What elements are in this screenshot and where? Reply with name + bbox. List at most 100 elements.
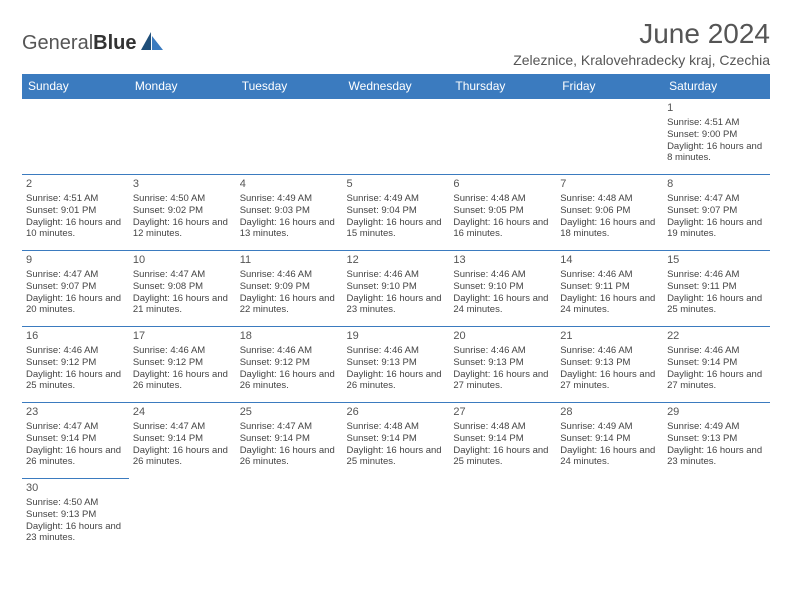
sunrise-line: Sunrise: 4:49 AM <box>560 421 659 433</box>
daylight-line: Daylight: 16 hours and 27 minutes. <box>667 369 766 393</box>
calendar-cell: 13Sunrise: 4:46 AMSunset: 9:10 PMDayligh… <box>449 251 556 327</box>
sunset-line: Sunset: 9:09 PM <box>240 281 339 293</box>
sunset-line: Sunset: 9:01 PM <box>26 205 125 217</box>
sunrise-line: Sunrise: 4:51 AM <box>26 193 125 205</box>
logo-text: GeneralBlue <box>22 32 137 55</box>
sunset-line: Sunset: 9:02 PM <box>133 205 232 217</box>
sunrise-line: Sunrise: 4:47 AM <box>133 269 232 281</box>
calendar-cell <box>343 479 450 555</box>
sunset-line: Sunset: 9:07 PM <box>667 205 766 217</box>
daylight-line: Daylight: 16 hours and 13 minutes. <box>240 217 339 241</box>
calendar-cell: 1Sunrise: 4:51 AMSunset: 9:00 PMDaylight… <box>663 99 770 175</box>
day-number: 27 <box>453 406 552 420</box>
sunrise-line: Sunrise: 4:46 AM <box>667 269 766 281</box>
day-number: 22 <box>667 330 766 344</box>
logo-part1: General <box>22 32 93 54</box>
daylight-line: Daylight: 16 hours and 19 minutes. <box>667 217 766 241</box>
day-number: 10 <box>133 254 232 268</box>
day-number: 17 <box>133 330 232 344</box>
sunrise-line: Sunrise: 4:47 AM <box>26 269 125 281</box>
calendar-cell: 11Sunrise: 4:46 AMSunset: 9:09 PMDayligh… <box>236 251 343 327</box>
sunset-line: Sunset: 9:14 PM <box>133 433 232 445</box>
calendar-cell <box>556 479 663 555</box>
sunset-line: Sunset: 9:12 PM <box>133 357 232 369</box>
day-number: 4 <box>240 178 339 192</box>
day-header: Sunday <box>22 74 129 99</box>
logo-part2: Blue <box>93 32 136 54</box>
day-number: 15 <box>667 254 766 268</box>
sunrise-line: Sunrise: 4:48 AM <box>347 421 446 433</box>
sunset-line: Sunset: 9:08 PM <box>133 281 232 293</box>
daylight-line: Daylight: 16 hours and 12 minutes. <box>133 217 232 241</box>
daylight-line: Daylight: 16 hours and 24 minutes. <box>560 293 659 317</box>
day-number: 29 <box>667 406 766 420</box>
sunset-line: Sunset: 9:14 PM <box>453 433 552 445</box>
calendar-cell: 5Sunrise: 4:49 AMSunset: 9:04 PMDaylight… <box>343 175 450 251</box>
calendar-cell: 10Sunrise: 4:47 AMSunset: 9:08 PMDayligh… <box>129 251 236 327</box>
day-number: 28 <box>560 406 659 420</box>
daylight-line: Daylight: 16 hours and 24 minutes. <box>453 293 552 317</box>
calendar-cell: 16Sunrise: 4:46 AMSunset: 9:12 PMDayligh… <box>22 327 129 403</box>
calendar-cell: 19Sunrise: 4:46 AMSunset: 9:13 PMDayligh… <box>343 327 450 403</box>
sunrise-line: Sunrise: 4:48 AM <box>560 193 659 205</box>
calendar-body: 1Sunrise: 4:51 AMSunset: 9:00 PMDaylight… <box>22 99 770 555</box>
calendar-cell: 24Sunrise: 4:47 AMSunset: 9:14 PMDayligh… <box>129 403 236 479</box>
daylight-line: Daylight: 16 hours and 26 minutes. <box>240 369 339 393</box>
daylight-line: Daylight: 16 hours and 21 minutes. <box>133 293 232 317</box>
sunset-line: Sunset: 9:11 PM <box>667 281 766 293</box>
calendar-cell: 15Sunrise: 4:46 AMSunset: 9:11 PMDayligh… <box>663 251 770 327</box>
daylight-line: Daylight: 16 hours and 26 minutes. <box>133 445 232 469</box>
calendar-cell: 9Sunrise: 4:47 AMSunset: 9:07 PMDaylight… <box>22 251 129 327</box>
sunrise-line: Sunrise: 4:49 AM <box>667 421 766 433</box>
sunrise-line: Sunrise: 4:46 AM <box>347 345 446 357</box>
sunrise-line: Sunrise: 4:46 AM <box>347 269 446 281</box>
sunrise-line: Sunrise: 4:48 AM <box>453 193 552 205</box>
sunrise-line: Sunrise: 4:49 AM <box>240 193 339 205</box>
day-number: 11 <box>240 254 339 268</box>
day-number: 9 <box>26 254 125 268</box>
sunset-line: Sunset: 9:13 PM <box>560 357 659 369</box>
calendar-cell: 30Sunrise: 4:50 AMSunset: 9:13 PMDayligh… <box>22 479 129 555</box>
sunrise-line: Sunrise: 4:47 AM <box>240 421 339 433</box>
day-number: 25 <box>240 406 339 420</box>
daylight-line: Daylight: 16 hours and 25 minutes. <box>26 369 125 393</box>
daylight-line: Daylight: 16 hours and 27 minutes. <box>560 369 659 393</box>
daylight-line: Daylight: 16 hours and 8 minutes. <box>667 141 766 165</box>
calendar-cell: 12Sunrise: 4:46 AMSunset: 9:10 PMDayligh… <box>343 251 450 327</box>
calendar-cell: 21Sunrise: 4:46 AMSunset: 9:13 PMDayligh… <box>556 327 663 403</box>
calendar-cell: 23Sunrise: 4:47 AMSunset: 9:14 PMDayligh… <box>22 403 129 479</box>
daylight-line: Daylight: 16 hours and 16 minutes. <box>453 217 552 241</box>
day-number: 30 <box>26 482 125 496</box>
daylight-line: Daylight: 16 hours and 26 minutes. <box>240 445 339 469</box>
sunset-line: Sunset: 9:10 PM <box>453 281 552 293</box>
calendar-cell: 22Sunrise: 4:46 AMSunset: 9:14 PMDayligh… <box>663 327 770 403</box>
sunset-line: Sunset: 9:06 PM <box>560 205 659 217</box>
sail-icon <box>139 30 165 57</box>
day-header: Friday <box>556 74 663 99</box>
calendar-cell <box>236 479 343 555</box>
day-number: 12 <box>347 254 446 268</box>
sunset-line: Sunset: 9:10 PM <box>347 281 446 293</box>
sunset-line: Sunset: 9:13 PM <box>453 357 552 369</box>
sunset-line: Sunset: 9:00 PM <box>667 129 766 141</box>
calendar-cell <box>343 99 450 175</box>
sunrise-line: Sunrise: 4:47 AM <box>133 421 232 433</box>
sunset-line: Sunset: 9:04 PM <box>347 205 446 217</box>
daylight-line: Daylight: 16 hours and 23 minutes. <box>26 521 125 545</box>
calendar-week: 23Sunrise: 4:47 AMSunset: 9:14 PMDayligh… <box>22 403 770 479</box>
sunset-line: Sunset: 9:12 PM <box>26 357 125 369</box>
calendar-week: 2Sunrise: 4:51 AMSunset: 9:01 PMDaylight… <box>22 175 770 251</box>
calendar-cell: 14Sunrise: 4:46 AMSunset: 9:11 PMDayligh… <box>556 251 663 327</box>
daylight-line: Daylight: 16 hours and 10 minutes. <box>26 217 125 241</box>
calendar-cell: 29Sunrise: 4:49 AMSunset: 9:13 PMDayligh… <box>663 403 770 479</box>
sunset-line: Sunset: 9:12 PM <box>240 357 339 369</box>
day-number: 14 <box>560 254 659 268</box>
day-header: Thursday <box>449 74 556 99</box>
sunset-line: Sunset: 9:13 PM <box>347 357 446 369</box>
daylight-line: Daylight: 16 hours and 27 minutes. <box>453 369 552 393</box>
calendar-week: 9Sunrise: 4:47 AMSunset: 9:07 PMDaylight… <box>22 251 770 327</box>
sunrise-line: Sunrise: 4:46 AM <box>453 269 552 281</box>
title-block: June 2024 Zeleznice, Kralovehradecky kra… <box>513 18 770 68</box>
day-number: 23 <box>26 406 125 420</box>
location: Zeleznice, Kralovehradecky kraj, Czechia <box>513 52 770 68</box>
